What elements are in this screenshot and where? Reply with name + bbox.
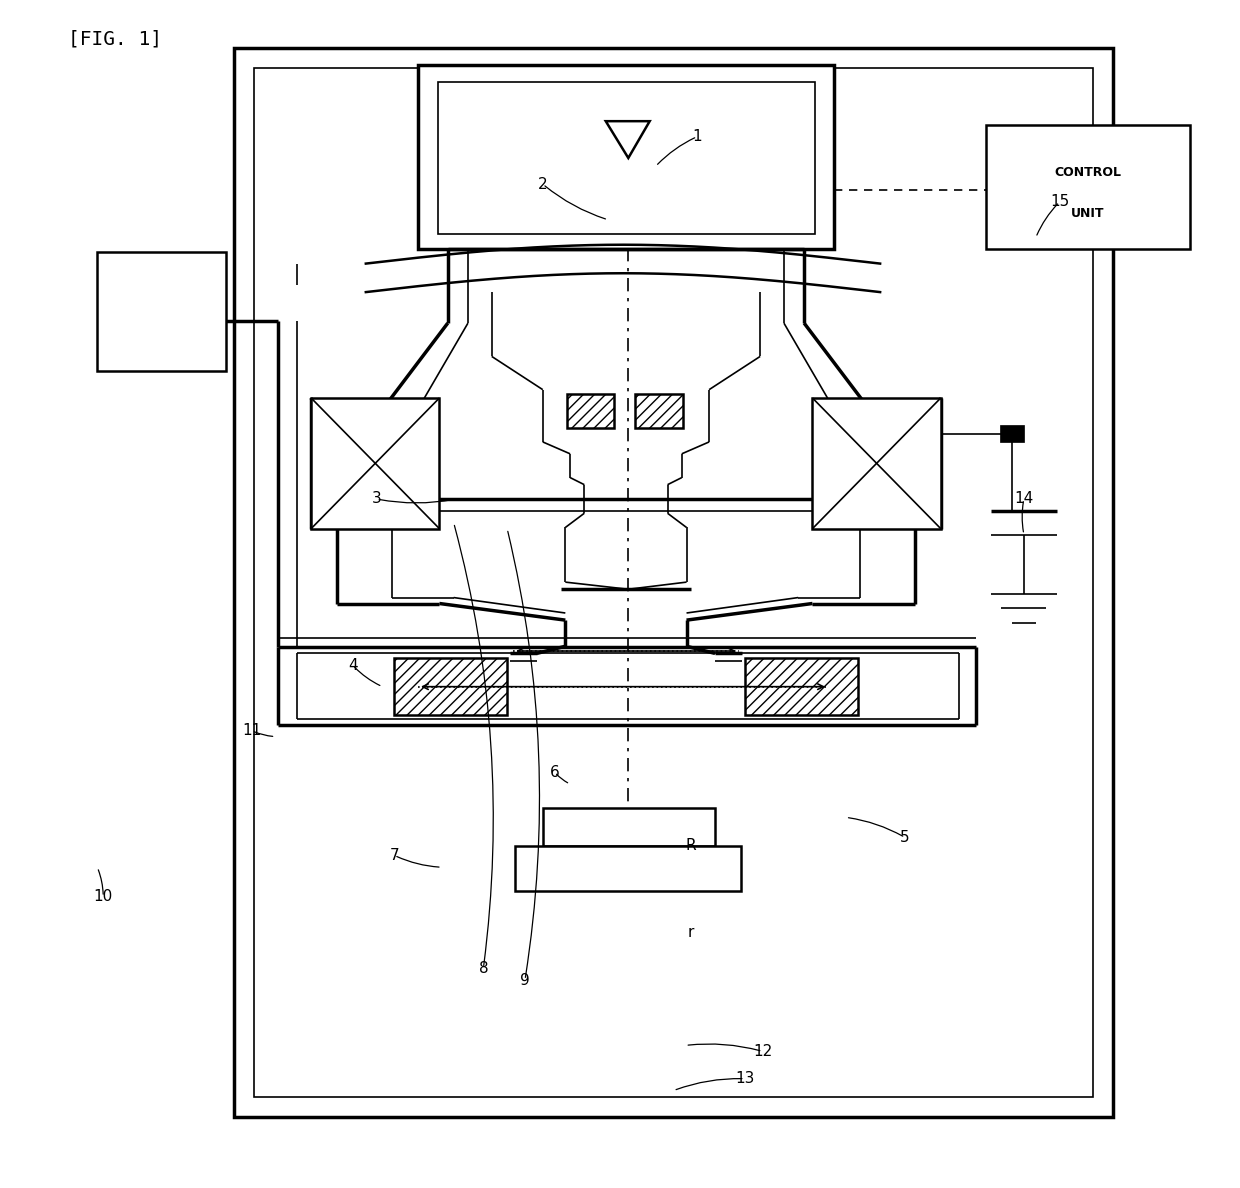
Text: 6: 6 — [549, 765, 559, 779]
Bar — [254, 68, 1092, 1097]
Text: 4: 4 — [348, 658, 357, 672]
Text: R: R — [686, 839, 697, 853]
Bar — [394, 658, 507, 715]
Bar — [745, 658, 858, 715]
Text: [FIG. 1]: [FIG. 1] — [68, 30, 161, 49]
Text: UNIT: UNIT — [1071, 208, 1105, 220]
Text: 10: 10 — [93, 890, 113, 904]
Bar — [418, 65, 833, 249]
Text: CONTROL: CONTROL — [1054, 166, 1121, 178]
Bar — [234, 48, 1114, 1117]
Text: 1: 1 — [692, 129, 702, 144]
Text: 14: 14 — [1014, 492, 1034, 506]
Bar — [97, 252, 226, 371]
Text: 13: 13 — [735, 1072, 754, 1086]
Text: r: r — [688, 925, 694, 940]
Text: 3: 3 — [372, 492, 382, 506]
Bar — [567, 394, 614, 428]
Text: 12: 12 — [753, 1044, 773, 1059]
Bar — [635, 394, 683, 428]
Polygon shape — [606, 121, 650, 158]
Text: 7: 7 — [389, 848, 399, 862]
Bar — [1001, 425, 1024, 442]
Bar — [986, 125, 1190, 249]
Bar — [543, 808, 715, 846]
Text: 9: 9 — [520, 973, 529, 987]
Bar — [516, 846, 742, 891]
Bar — [311, 398, 439, 529]
Bar — [438, 82, 815, 234]
Text: 15: 15 — [1050, 195, 1069, 209]
Text: 2: 2 — [538, 177, 548, 191]
Text: 11: 11 — [242, 723, 262, 738]
Bar — [812, 398, 941, 529]
Text: 8: 8 — [479, 961, 489, 975]
Text: 5: 5 — [900, 830, 910, 845]
